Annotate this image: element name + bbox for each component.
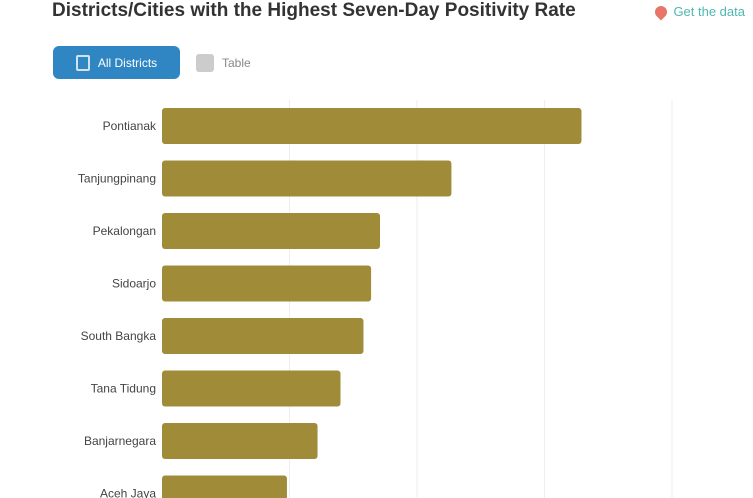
category-label: Pontianak: [103, 119, 157, 133]
category-label: Tana Tidung: [91, 382, 156, 396]
table-icon: [196, 53, 214, 72]
bar[interactable]: [162, 160, 452, 197]
table-button[interactable]: Table: [192, 46, 268, 79]
category-label: South Bangka: [81, 329, 157, 343]
bar[interactable]: [162, 108, 582, 144]
category-label: Sidoarjo: [112, 277, 156, 291]
bar[interactable]: [162, 213, 381, 249]
list-icon: [75, 54, 90, 71]
source-link[interactable]: Get the data: [652, 3, 745, 20]
all-districts-button[interactable]: All Districts: [53, 46, 180, 79]
category-label: Pekalongan: [93, 224, 156, 238]
table-label: Table: [222, 55, 251, 70]
bar[interactable]: [162, 318, 364, 354]
bar[interactable]: [162, 265, 372, 302]
source-link-text: Get the data: [673, 4, 745, 19]
chart-title: Districts/Cities with the Highest Seven-…: [52, 0, 576, 21]
bar[interactable]: [162, 475, 287, 498]
all-districts-label: All Districts: [97, 55, 158, 70]
category-label: Aceh Jaya: [100, 487, 156, 498]
bar[interactable]: [162, 423, 318, 459]
category-label: Tanjungpinang: [78, 172, 156, 186]
bar[interactable]: [162, 370, 341, 407]
category-label: Banjarnegara: [84, 434, 156, 448]
